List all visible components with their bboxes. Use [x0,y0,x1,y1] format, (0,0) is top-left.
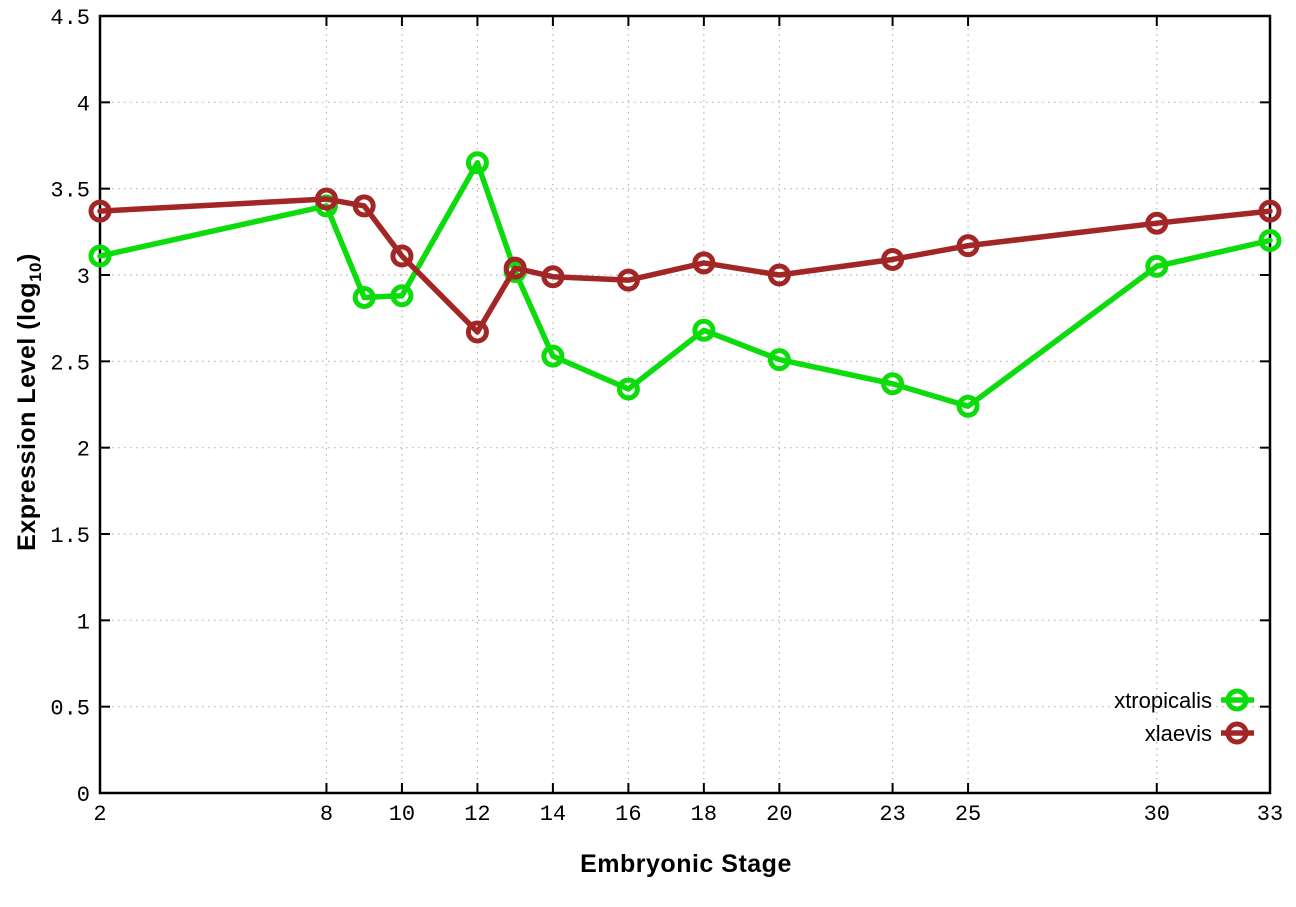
data-point-xtropicalis [767,348,791,372]
x-tick-label: 2 [93,802,106,827]
x-tick-label: 25 [955,802,981,827]
y-tick-label: 1.5 [50,524,90,549]
plot-border [98,14,1272,795]
data-point-xlaevis [541,265,565,289]
x-tick-label: 8 [320,802,333,827]
data-point-xlaevis [503,256,527,280]
data-point-xtropicalis [390,284,414,308]
y-tick-label: 4.5 [50,6,90,31]
data-point-xlaevis [352,194,376,218]
data-point-xtropicalis [465,151,489,175]
data-point-xtropicalis [1145,254,1169,278]
x-axis-title: Embryonic Stage [580,850,792,878]
x-tick-label: 33 [1257,802,1283,827]
data-point-xtropicalis [881,372,905,396]
data-point-xlaevis [767,263,791,287]
y-axis-title-subscript: 10 [26,262,45,282]
y-tick-label: 1 [77,610,90,635]
y-axis-title: Expression Level (log10) [13,152,45,652]
data-point-xlaevis [692,251,716,275]
legend-marker-xtropicalis [1225,688,1249,712]
data-point-xlaevis [465,320,489,344]
legend-label-xtropicalis: xtropicalis [1114,688,1212,713]
x-tick-label: 23 [879,802,905,827]
x-tick-label: 10 [389,802,415,827]
data-point-xlaevis [88,199,112,223]
data-point-xtropicalis [541,344,565,368]
data-point-xlaevis [1145,211,1169,235]
x-tick-label: 30 [1144,802,1170,827]
x-tick-label: 12 [464,802,490,827]
data-point-xlaevis [390,244,414,268]
legend-marker-xlaevis [1225,721,1249,745]
y-tick-label: 0 [77,783,90,808]
x-tick-label: 18 [691,802,717,827]
data-point-xtropicalis [956,394,980,418]
data-point-xlaevis [956,234,980,258]
y-tick-label: 2 [77,438,90,463]
data-point-xtropicalis [352,285,376,309]
x-tick-label: 16 [615,802,641,827]
data-point-xlaevis [314,187,338,211]
y-tick-label: 3.5 [50,179,90,204]
y-axis-title-close: ) [13,253,41,262]
data-point-xtropicalis [88,244,112,268]
data-point-xlaevis [616,268,640,292]
data-point-xlaevis [881,247,905,271]
data-point-xtropicalis [1258,228,1282,252]
y-axis-title-text: Expression Level (log [13,281,41,551]
data-point-xtropicalis [616,377,640,401]
y-tick-label: 4 [77,92,90,117]
x-tick-label: 20 [766,802,792,827]
data-point-xlaevis [1258,199,1282,223]
y-tick-label: 3 [77,265,90,290]
y-tick-label: 0.5 [50,697,90,722]
x-tick-label: 14 [540,802,566,827]
legend-label-xlaevis: xlaevis [1145,721,1212,746]
series-line-xtropicalis [97,160,1273,409]
y-tick-label: 2.5 [50,351,90,376]
data-point-xtropicalis [692,318,716,342]
